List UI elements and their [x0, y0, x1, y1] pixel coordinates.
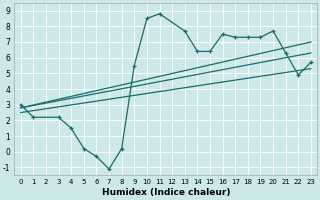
X-axis label: Humidex (Indice chaleur): Humidex (Indice chaleur) [101, 188, 230, 197]
